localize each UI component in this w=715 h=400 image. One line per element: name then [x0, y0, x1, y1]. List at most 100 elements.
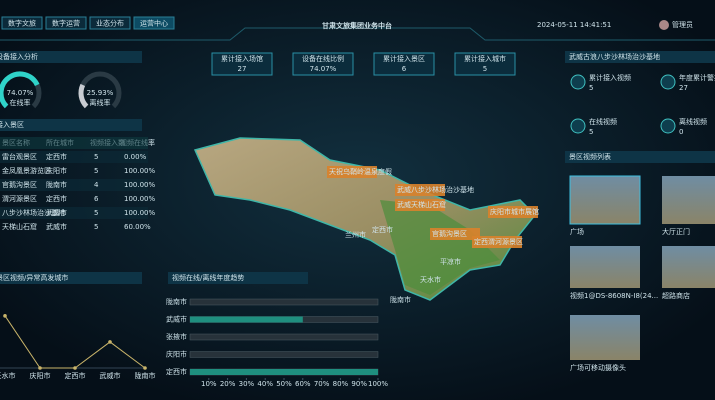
page-title: 甘肃文旅集团业务中台: [322, 21, 392, 30]
x-tick-label: 90%: [351, 380, 367, 388]
stat-value: 5: [589, 128, 593, 136]
x-tick-label: 60%: [295, 380, 311, 388]
stat-icon: [660, 74, 676, 90]
y-tick-label: 张掖市: [166, 332, 187, 341]
map-green: [380, 200, 500, 295]
video-caption: 广场可移动摄像头: [570, 363, 626, 372]
video-thumbnail[interactable]: [662, 176, 715, 224]
line-point: [143, 366, 147, 370]
video-thumbnail[interactable]: [570, 315, 640, 360]
line-point: [38, 366, 42, 370]
table-row-bg: [0, 151, 148, 163]
video-thumbnail[interactable]: [569, 175, 641, 225]
map-tag[interactable]: [327, 166, 377, 178]
stat-value: 27: [238, 65, 247, 73]
table-cell: 4: [94, 181, 99, 189]
video-caption: 大厅正门: [662, 227, 690, 236]
place-name: 陇南市: [390, 295, 411, 304]
map-tag[interactable]: [488, 206, 538, 218]
gauge-arc: [0, 71, 40, 109]
stat-label: 设备在线比例: [302, 54, 344, 63]
table-cell: 天梯山石窟: [2, 222, 37, 231]
stat-box: [373, 52, 435, 76]
map-tag[interactable]: [430, 228, 480, 240]
stat-label: 累计接入视频: [589, 73, 631, 82]
map-tag-label: 定西渭河源景区: [474, 237, 523, 246]
table-cell: 官鹅沟景区: [2, 180, 37, 189]
header-frame: [0, 27, 715, 41]
nav-button[interactable]: [89, 16, 131, 30]
panel-header: [0, 51, 142, 63]
table-cell: 雷台观景区: [2, 152, 37, 161]
table-cell: 5: [94, 209, 98, 217]
x-tick-label: 80%: [333, 380, 349, 388]
map-tag[interactable]: [395, 199, 445, 211]
panel-header: [0, 119, 142, 131]
stat-icon: [570, 118, 586, 134]
table-cell: 5: [94, 223, 98, 231]
gauge-label: 在线率: [10, 98, 31, 107]
map-tag[interactable]: [395, 184, 445, 196]
line-point: [108, 340, 112, 344]
table-cell: 庆阳市: [46, 166, 67, 175]
x-tick-label: 陇南市: [135, 371, 156, 380]
stat-label: 年度累计警报: [679, 73, 715, 82]
place-name: 天水市: [420, 275, 441, 284]
gauge-arc: [78, 83, 89, 109]
table-cell: 100.00%: [124, 181, 155, 189]
gauge-label: 离线率: [90, 98, 111, 107]
map-tag-label: 武威天梯山石窟: [397, 200, 446, 209]
x-tick-label: 庆阳市: [30, 371, 51, 380]
bar-track: [189, 333, 379, 341]
table-cell: 定西市: [46, 152, 67, 161]
x-tick-label: 40%: [257, 380, 273, 388]
x-tick-label: 50%: [276, 380, 292, 388]
line-point: [3, 314, 7, 318]
y-tick-label: 定西市: [166, 367, 187, 376]
panel-title: 武威古浪八步沙林场治沙基地: [569, 52, 660, 61]
table-cell: 5: [94, 153, 98, 161]
nav-button[interactable]: [45, 16, 87, 30]
bar-track: [189, 351, 379, 358]
stat-box: [454, 52, 516, 76]
table-row-bg: [0, 179, 148, 191]
video-thumbnail[interactable]: [570, 246, 640, 288]
table-cell: 武威市: [46, 222, 67, 231]
panel-header: [0, 272, 142, 284]
map-tag-label: 武威八步沙林场治沙基地: [397, 185, 474, 194]
nav-button[interactable]: [1, 16, 43, 30]
x-tick-label: 天水市: [0, 371, 16, 380]
place-name: 兰州市: [345, 230, 366, 239]
y-tick-label: 武威市: [166, 315, 187, 324]
table-cell: 100.00%: [124, 195, 155, 203]
stat-label: 累计接入景区: [383, 54, 425, 63]
table-cell: 武威市: [46, 208, 67, 217]
y-tick-label: 庆阳市: [166, 350, 187, 359]
place-name: 平凉市: [440, 257, 461, 266]
stat-label: 在线视频: [589, 117, 617, 126]
stat-value: 0: [679, 128, 683, 136]
x-tick-label: 武威市: [100, 371, 121, 380]
video-caption: 超路商店: [662, 291, 690, 300]
nav-button[interactable]: [133, 16, 175, 30]
x-tick-label: 20%: [220, 380, 236, 388]
table-cell: 定西市: [46, 194, 67, 203]
user-avatar: [659, 20, 669, 30]
video-caption: 广场: [570, 227, 584, 236]
map-tag-label: 官鹅沟景区: [432, 229, 467, 238]
x-tick-label: 10%: [201, 380, 217, 388]
bar: [190, 316, 303, 323]
stat-label: 离线视频: [679, 117, 707, 126]
video-thumbnail[interactable]: [662, 246, 715, 288]
panel-title: 视频在线/离线年度趋势: [172, 273, 244, 282]
bar: [190, 369, 378, 375]
bar-track: [189, 298, 379, 306]
map-tag-label: 庆阳市城市展馆: [490, 207, 539, 216]
table-cell: 60.00%: [124, 223, 151, 231]
map-tag[interactable]: [472, 236, 522, 248]
x-tick-label: 100%: [368, 380, 388, 388]
datetime: 2024-05-11 14:41:51: [537, 21, 611, 29]
table-cell: 0.00%: [124, 153, 147, 161]
nav-label: 业态分布: [96, 19, 124, 28]
